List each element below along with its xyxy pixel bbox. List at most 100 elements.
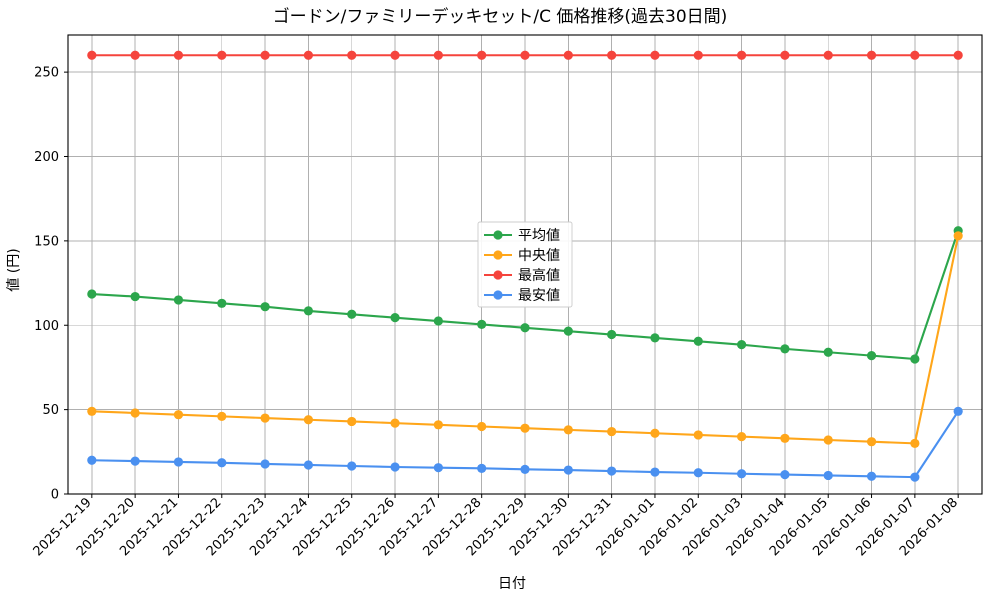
data-point-marker bbox=[563, 50, 573, 60]
data-point-marker bbox=[303, 460, 314, 470]
data-point-marker bbox=[693, 468, 703, 478]
legend-item-4[interactable]: 最安値 bbox=[484, 288, 560, 304]
data-point-marker bbox=[87, 455, 97, 465]
data-point-marker bbox=[693, 50, 703, 60]
data-point-marker bbox=[217, 50, 227, 60]
legend-marker-icon bbox=[493, 230, 503, 240]
data-point-marker bbox=[780, 469, 790, 480]
data-point-marker bbox=[87, 406, 97, 416]
data-point-marker bbox=[130, 50, 140, 60]
data-point-marker bbox=[823, 435, 833, 445]
data-point-marker bbox=[303, 306, 314, 316]
y-tick-label: 50 bbox=[42, 403, 59, 418]
data-point-marker bbox=[607, 50, 617, 60]
legend-item-2[interactable]: 中央値 bbox=[484, 248, 560, 264]
legend-item-3[interactable]: 最高値 bbox=[484, 267, 560, 284]
legend-marker-icon bbox=[493, 250, 503, 260]
series-2 bbox=[87, 231, 963, 448]
data-point-marker bbox=[520, 50, 530, 60]
data-series bbox=[87, 50, 963, 482]
data-point-marker bbox=[217, 411, 227, 421]
data-point-marker bbox=[780, 50, 790, 60]
data-point-marker bbox=[910, 50, 920, 60]
data-point-marker bbox=[130, 291, 140, 302]
data-point-marker bbox=[563, 326, 573, 336]
data-point-marker bbox=[520, 423, 530, 433]
data-point-marker bbox=[477, 319, 487, 330]
data-point-marker bbox=[347, 309, 357, 319]
data-point-marker bbox=[910, 472, 920, 482]
series-3 bbox=[87, 50, 963, 60]
data-point-marker bbox=[217, 458, 227, 468]
data-point-marker bbox=[650, 428, 660, 438]
data-point-marker bbox=[650, 467, 660, 477]
y-tick-label: 200 bbox=[34, 150, 59, 165]
data-point-marker bbox=[736, 469, 747, 479]
data-point-marker bbox=[866, 50, 877, 60]
x-axis-label: 日付 bbox=[498, 576, 526, 592]
data-point-marker bbox=[433, 316, 443, 326]
data-point-marker bbox=[866, 471, 877, 481]
data-point-marker bbox=[260, 459, 270, 469]
data-point-marker bbox=[607, 466, 617, 476]
data-point-marker bbox=[87, 50, 97, 60]
y-axis-tick-labels: 0 50 100 150 200 250 bbox=[34, 66, 68, 503]
data-point-marker bbox=[693, 430, 703, 440]
data-point-marker bbox=[347, 461, 357, 471]
data-point-marker bbox=[953, 50, 963, 60]
data-point-marker bbox=[823, 50, 833, 60]
data-point-marker bbox=[477, 421, 487, 432]
data-point-marker bbox=[736, 340, 747, 350]
data-point-marker bbox=[563, 425, 573, 435]
legend-marker-icon bbox=[493, 290, 503, 300]
data-point-marker bbox=[650, 50, 660, 60]
y-axis-label: 値 (円) bbox=[6, 248, 22, 291]
legend-label: 最高値 bbox=[518, 267, 560, 284]
legend-background bbox=[477, 221, 573, 308]
legend-marker-icon bbox=[493, 270, 503, 280]
y-tick-label: 150 bbox=[34, 234, 59, 249]
data-point-marker bbox=[303, 415, 314, 425]
data-point-marker bbox=[217, 298, 227, 308]
data-point-marker bbox=[87, 289, 97, 299]
legend-item-1[interactable]: 平均値 bbox=[484, 228, 560, 244]
data-point-marker bbox=[823, 470, 833, 481]
data-point-marker bbox=[650, 333, 660, 343]
y-tick-label: 250 bbox=[34, 66, 59, 81]
data-point-marker bbox=[173, 295, 184, 305]
data-point-marker bbox=[260, 50, 270, 60]
data-point-marker bbox=[347, 50, 357, 60]
data-point-marker bbox=[953, 406, 963, 416]
data-point-marker bbox=[477, 50, 487, 60]
data-point-marker bbox=[130, 408, 140, 418]
data-point-marker bbox=[173, 410, 184, 420]
data-point-marker bbox=[390, 418, 400, 428]
series-4 bbox=[87, 406, 963, 482]
data-point-marker bbox=[260, 413, 270, 423]
data-point-marker bbox=[910, 354, 920, 364]
data-point-marker bbox=[607, 426, 617, 437]
data-point-marker bbox=[173, 457, 184, 467]
legend-label: 中央値 bbox=[518, 248, 560, 264]
data-point-marker bbox=[910, 438, 920, 448]
data-point-marker bbox=[433, 463, 443, 473]
y-tick-label: 100 bbox=[34, 319, 59, 334]
data-point-marker bbox=[390, 313, 400, 323]
data-point-marker bbox=[736, 50, 747, 60]
data-point-marker bbox=[953, 231, 963, 241]
data-point-marker bbox=[433, 420, 443, 430]
data-point-marker bbox=[607, 329, 617, 340]
data-point-marker bbox=[347, 416, 357, 427]
series-1 bbox=[87, 226, 963, 364]
data-point-marker bbox=[520, 323, 530, 333]
data-point-marker bbox=[736, 432, 747, 442]
data-point-marker bbox=[130, 456, 140, 466]
data-point-marker bbox=[780, 433, 790, 443]
legend-label: 最安値 bbox=[518, 288, 560, 304]
data-point-marker bbox=[303, 50, 314, 60]
data-point-marker bbox=[823, 347, 833, 357]
data-point-marker bbox=[260, 302, 270, 312]
